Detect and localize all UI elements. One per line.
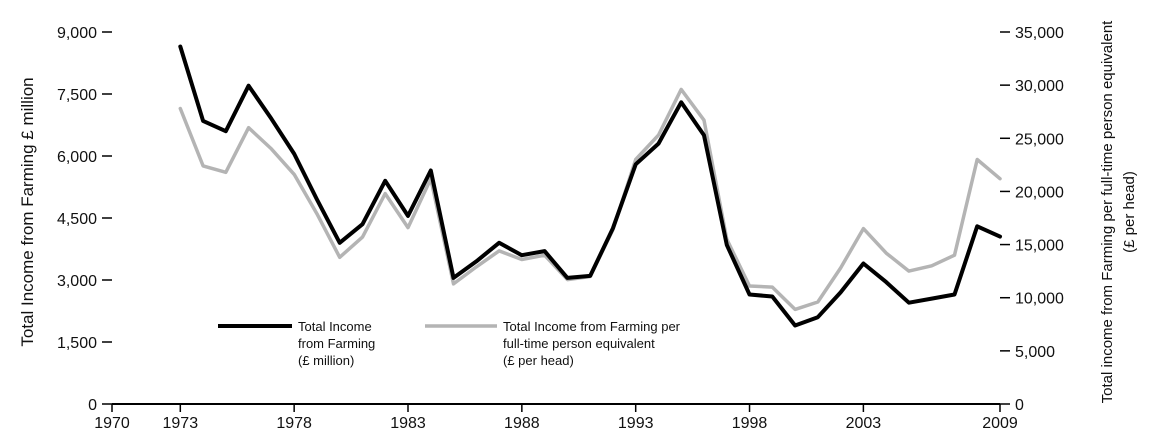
y-tick-label-left: 4,500 (57, 211, 97, 228)
y-tick-label-right: 5,000 (1015, 344, 1055, 361)
y-tick-label-left: 0 (88, 397, 97, 414)
x-tick-label: 1998 (732, 415, 768, 432)
x-tick-label: 2003 (846, 415, 882, 432)
y-axis-ticks-right: 0 5,000 10,000 15,000 20,000 25,000 30,000 35,0… (1000, 25, 1064, 414)
x-tick-label: 1993 (618, 415, 654, 432)
y-tick-label-right: 25,000 (1015, 131, 1064, 148)
legend-label: from Farming (298, 336, 375, 351)
y-tick-label-left: 7,500 (57, 87, 97, 104)
legend-label: Total Income from Farming per (503, 319, 681, 334)
legend-label: Total Income (298, 319, 372, 334)
x-axis-ticks: 1970 1973 1978 1983 1988 1993 1998 2003 2009 (94, 404, 1018, 432)
y-axis-ticks-left: 0 1,500 3,000 4,500 6,000 7,500 9,000 (57, 25, 112, 414)
legend-label: full-time person equivalent (503, 336, 655, 351)
y-axis-label-left: Total Income from Farming £ million (18, 77, 37, 346)
y-tick-label-right: 10,000 (1015, 291, 1064, 308)
y-tick-label-right: 35,000 (1015, 25, 1064, 42)
series-line-income-million (178, 44, 1002, 328)
y-tick-label-left: 9,000 (57, 25, 97, 42)
y-axis-label-right: Total income from Farming per full-time … (1099, 20, 1116, 403)
x-tick-label: 1988 (504, 415, 540, 432)
y-axis-label-right-unit: (£ per head) (1121, 171, 1138, 253)
y-tick-label-right: 20,000 (1015, 184, 1064, 201)
x-tick-label: 1970 (94, 415, 130, 432)
x-tick-label: 1983 (390, 415, 426, 432)
y-tick-label-right: 15,000 (1015, 238, 1064, 255)
legend-label: (£ million) (298, 353, 354, 368)
legend: Total Income from Farming (£ million) Total… (218, 319, 681, 368)
y-tick-label-right: 0 (1015, 397, 1024, 414)
x-tick-label: 1973 (163, 415, 199, 432)
series-layer (178, 44, 1002, 328)
x-tick-label: 2009 (982, 415, 1018, 432)
y-tick-label-right: 30,000 (1015, 78, 1064, 95)
y-tick-label-left: 3,000 (57, 273, 97, 290)
x-tick-label: 1978 (276, 415, 312, 432)
legend-label: (£ per head) (503, 353, 574, 368)
y-tick-label-left: 1,500 (57, 335, 97, 352)
y-tick-label-left: 6,000 (57, 149, 97, 166)
